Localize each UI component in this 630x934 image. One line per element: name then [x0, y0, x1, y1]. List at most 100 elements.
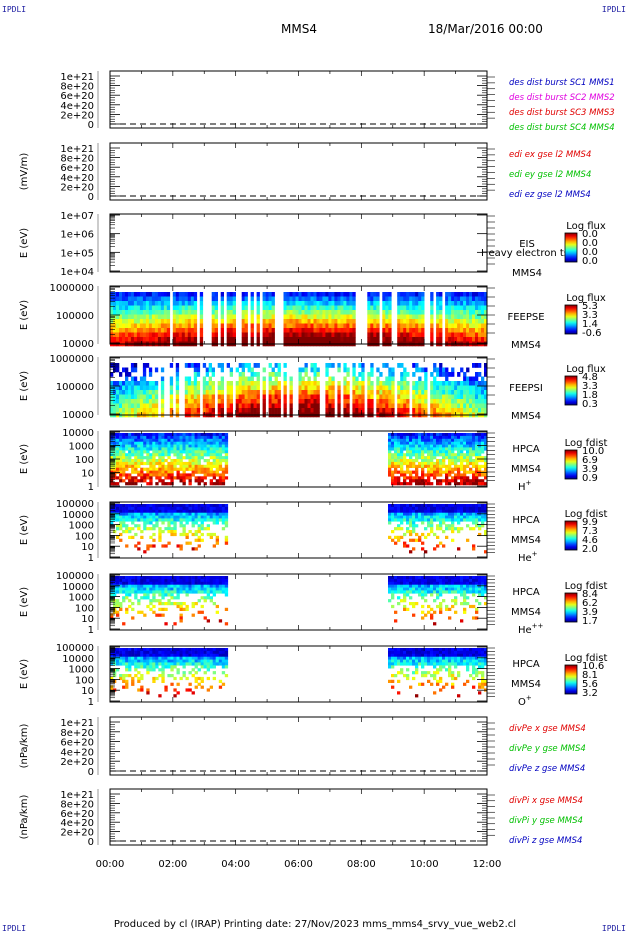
heatmap-cell	[388, 403, 392, 409]
heatmap-cell	[149, 476, 153, 480]
heatmap-cell	[209, 441, 213, 445]
heatmap-cell	[143, 433, 147, 437]
heatmap-cell	[215, 444, 219, 448]
heatmap-cell	[412, 296, 416, 302]
heatmap-cell	[475, 332, 479, 338]
heatmap-cell	[424, 441, 428, 445]
heatmap-cell	[319, 292, 323, 297]
heatmap-cell	[184, 305, 189, 311]
heatmap-cell	[197, 504, 201, 508]
heatmap-cell	[131, 512, 135, 516]
heatmap-cell	[415, 504, 419, 508]
heatmap-cell	[481, 464, 485, 468]
heatmap-cell	[382, 310, 386, 315]
heatmap-cell	[271, 319, 275, 324]
heatmap-cell	[346, 296, 350, 302]
heatmap-cell	[158, 602, 162, 606]
heatmap-cell	[209, 509, 213, 513]
heatmap-cell	[133, 381, 138, 386]
colorbar	[564, 520, 578, 551]
heatmap-cell	[173, 524, 177, 528]
heatmap-cell	[421, 515, 425, 519]
heatmap-cell	[139, 385, 144, 391]
heatmap-cell	[475, 292, 479, 297]
heatmap-cell	[185, 604, 189, 609]
heatmap-cell	[200, 604, 204, 609]
heatmap-cell	[415, 456, 419, 460]
heatmap-cell	[140, 590, 144, 594]
heatmap-cell	[454, 527, 458, 531]
heatmap-cell	[181, 310, 186, 315]
heatmap-cell	[224, 521, 229, 525]
heatmap-cell	[134, 482, 138, 486]
heatmap-cell	[142, 337, 147, 342]
heatmap-cell	[119, 332, 123, 338]
heatmap-cell	[403, 394, 407, 400]
heatmap-cell	[475, 467, 479, 471]
heatmap-cell	[403, 332, 407, 338]
heatmap-cell	[215, 541, 219, 545]
heatmap-cell	[484, 447, 488, 451]
heatmap-cell	[113, 590, 117, 594]
heatmap-cell	[400, 363, 404, 368]
heatmap-cell	[188, 453, 192, 457]
heatmap-cell	[433, 461, 437, 466]
heatmap-cell	[185, 456, 189, 460]
heatmap-cell	[241, 403, 245, 409]
heatmap-cell	[125, 435, 129, 440]
heatmap-cell	[475, 376, 479, 382]
heatmap-cell	[385, 305, 389, 311]
heatmap-cell	[484, 550, 488, 554]
heatmap-cell	[436, 504, 440, 508]
heatmap-cell	[394, 441, 398, 445]
heatmap-cell	[409, 456, 413, 460]
heatmap-cell	[140, 587, 144, 591]
heatmap-cell	[122, 394, 126, 400]
heatmap-cell	[352, 385, 356, 391]
heatmap-cell	[466, 385, 470, 391]
heatmap-cell	[475, 390, 479, 395]
heatmap-cell	[212, 504, 216, 508]
heatmap-cell	[128, 319, 132, 324]
heatmap-cell	[253, 403, 257, 409]
heatmap-cell	[412, 381, 416, 386]
heatmap-cell	[343, 385, 347, 391]
heatmap-cell	[116, 613, 120, 617]
heatmap-cell	[182, 470, 186, 474]
heatmap-cell	[212, 461, 216, 466]
heatmap-cell	[211, 337, 215, 342]
heatmap-cell	[430, 518, 434, 522]
heatmap-cell	[161, 435, 165, 440]
heatmap-cell	[325, 381, 329, 386]
heatmap-cell	[181, 292, 186, 297]
heatmap-cell	[268, 399, 272, 404]
heatmap-cell	[113, 314, 117, 320]
heatmap-cell	[203, 450, 207, 454]
heatmap-cell	[215, 438, 219, 442]
heatmap-cell	[421, 467, 425, 471]
heatmap-cell	[313, 332, 317, 338]
heatmap-cell	[409, 438, 413, 442]
y-tick-label: 10000	[62, 339, 94, 350]
heatmap-cell	[191, 450, 195, 454]
heatmap-cell	[190, 385, 195, 391]
heatmap-cell	[194, 476, 198, 480]
heatmap-cell	[304, 408, 308, 413]
heatmap-cell	[134, 479, 138, 483]
heatmap-cell	[220, 363, 224, 368]
spacecraft-label: MMS4	[511, 464, 541, 475]
heatmap-cell	[206, 578, 210, 583]
heatmap-cell	[439, 435, 443, 440]
heatmap-cell	[469, 310, 473, 315]
heatmap-cell	[122, 467, 126, 471]
heatmap-cell	[373, 319, 377, 324]
heatmap-cell	[478, 314, 482, 320]
heatmap-cell	[200, 584, 204, 588]
heatmap-cell	[436, 479, 440, 483]
heatmap-cell	[262, 381, 266, 386]
heatmap-cell	[182, 607, 186, 611]
heatmap-cell	[388, 399, 392, 404]
heatmap-cell	[250, 390, 254, 395]
heatmap-cell	[128, 530, 132, 534]
heatmap-cell	[173, 504, 177, 508]
